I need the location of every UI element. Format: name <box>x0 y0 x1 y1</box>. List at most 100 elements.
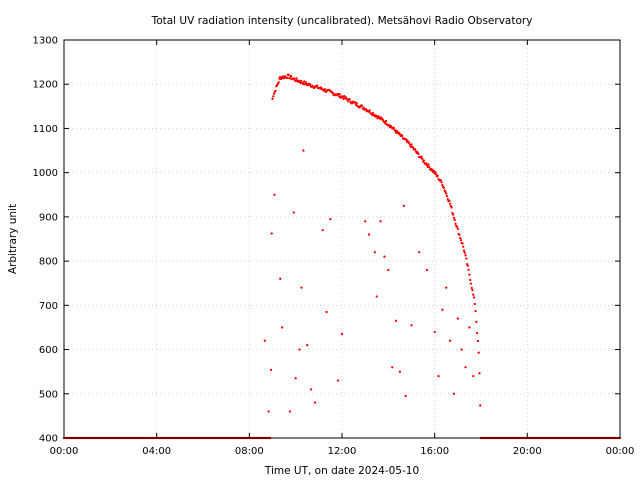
data-point-scatter <box>425 268 429 272</box>
data-point-scatter <box>441 308 444 311</box>
data-point <box>316 84 319 87</box>
data-point <box>364 107 368 111</box>
data-point <box>454 222 457 226</box>
data-point-scatter <box>294 377 297 380</box>
data-point-scatter <box>394 319 398 322</box>
data-point <box>472 293 475 296</box>
y-tick-label: 600 <box>39 345 58 356</box>
data-point <box>466 264 470 267</box>
data-point <box>467 268 470 271</box>
data-point <box>401 134 404 138</box>
data-point <box>347 100 350 103</box>
data-point <box>459 238 463 242</box>
y-tick-label: 1200 <box>33 80 58 91</box>
data-point-scatter <box>402 204 405 207</box>
data-point-scatter <box>379 220 382 223</box>
data-point <box>406 139 409 142</box>
data-point-scatter <box>329 217 332 221</box>
data-point-scatter <box>302 149 305 152</box>
grid-lines <box>64 40 620 438</box>
data-point <box>459 236 462 240</box>
data-point <box>289 74 293 78</box>
data-point <box>384 119 388 123</box>
data-point-scatter <box>452 392 456 395</box>
x-tick-label: 16:00 <box>420 446 449 457</box>
data-point <box>417 152 420 155</box>
data-point <box>455 225 459 228</box>
x-tick-label: 20:00 <box>513 446 542 457</box>
data-point <box>404 138 408 141</box>
data-point <box>463 251 466 254</box>
data-point <box>468 273 471 276</box>
data-point-scatter <box>418 251 421 254</box>
data-point-scatter <box>279 277 282 280</box>
data-point <box>432 169 436 173</box>
data-point <box>368 109 371 112</box>
data-point <box>462 245 465 248</box>
data-point <box>331 91 334 95</box>
data-point <box>476 339 480 343</box>
data-point-scatter <box>387 268 390 272</box>
data-point <box>286 76 289 80</box>
data-point <box>338 92 341 96</box>
data-point <box>448 199 451 202</box>
data-point-scatter <box>464 366 467 369</box>
data-point <box>434 171 437 174</box>
data-point-scatter <box>456 317 459 320</box>
y-tick-label: 700 <box>39 301 58 312</box>
data-point <box>431 168 434 171</box>
data-point <box>470 286 473 290</box>
y-tick-label: 400 <box>39 434 58 445</box>
data-point-scatter <box>336 379 340 382</box>
data-point <box>304 81 307 84</box>
data-point-scatter <box>273 193 276 196</box>
data-point <box>420 155 423 158</box>
data-point-scatter <box>445 286 448 289</box>
data-point <box>475 331 479 335</box>
data-point <box>452 213 455 216</box>
data-point <box>441 184 444 187</box>
data-point-scatter <box>410 324 413 327</box>
data-point-scatter <box>367 233 371 236</box>
data-point <box>414 148 417 152</box>
data-point <box>452 216 456 220</box>
data-point-scatter <box>437 374 440 378</box>
data-point-scatter <box>373 251 376 254</box>
data-point <box>422 159 426 162</box>
data-point <box>465 257 468 260</box>
data-point <box>475 320 478 324</box>
y-axis-label: Arbitrary unit <box>7 204 19 274</box>
data-point <box>295 77 298 80</box>
axis-ticks: 00:00 04:00 08:00 12:00 16:00 20:00 00:0040050… <box>33 36 635 458</box>
data-point <box>456 227 459 231</box>
data-point <box>271 97 274 100</box>
data-point-scatter <box>267 410 270 413</box>
data-point <box>272 95 275 98</box>
x-tick-label: 00:00 <box>50 446 79 457</box>
data-point <box>478 372 481 375</box>
data-point <box>371 111 375 115</box>
data-point-scatter <box>321 229 324 232</box>
data-point <box>469 278 472 282</box>
y-tick-label: 800 <box>39 257 58 268</box>
data-point-scatter <box>288 410 292 413</box>
data-point-scatter <box>263 339 266 342</box>
x-tick-label: 08:00 <box>235 446 264 457</box>
data-point <box>474 310 477 313</box>
data-point <box>272 92 276 95</box>
data-point <box>445 192 448 195</box>
data-point-scatter <box>309 388 313 391</box>
x-tick-label: 04:00 <box>142 446 171 457</box>
data-point <box>440 181 443 184</box>
data-point <box>323 88 327 91</box>
x-axis-label: Time UT, on date 2024-05-10 <box>264 465 419 477</box>
data-point-scatter <box>383 255 386 258</box>
data-point <box>411 146 415 149</box>
data-point <box>392 126 395 129</box>
data-point <box>274 89 277 93</box>
chart-title: Total UV radiation intensity (uncalibrat… <box>151 15 533 27</box>
data-point <box>462 249 466 252</box>
data-point <box>355 102 358 105</box>
plot-frame <box>63 39 621 439</box>
data-point-scatter <box>340 332 344 336</box>
